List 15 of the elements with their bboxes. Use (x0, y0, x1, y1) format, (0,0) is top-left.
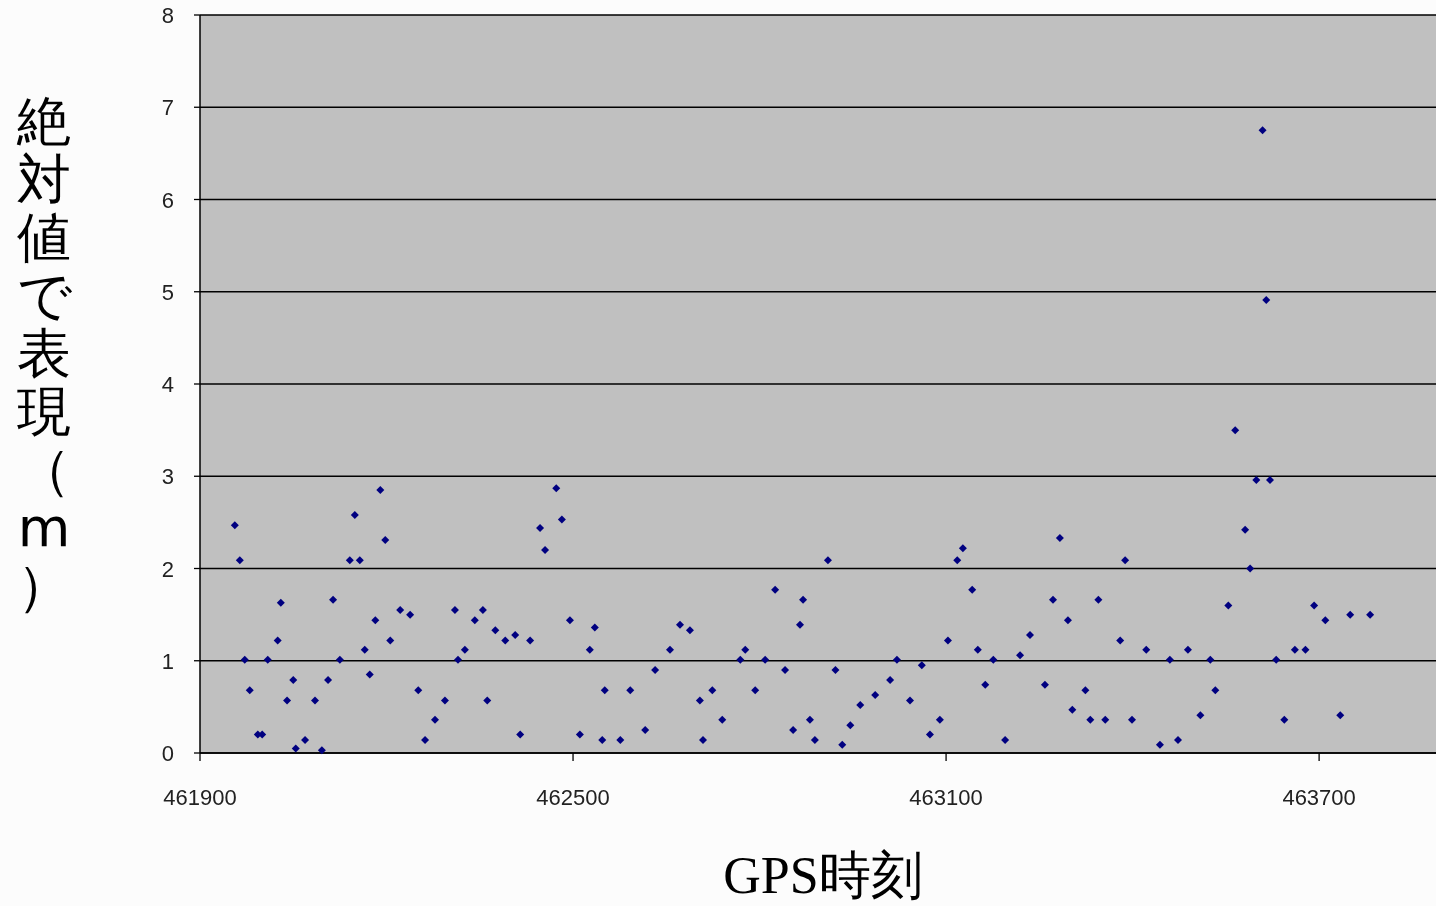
x-tick-label: 461900 (163, 785, 237, 810)
y-tick-label: 3 (161, 464, 174, 490)
x-tick-label: 463700 (1282, 785, 1356, 810)
text: 絶対値で表現（m） (16, 90, 72, 617)
y-tick-label: 1 (161, 648, 174, 674)
y-tick-label: 5 (161, 279, 174, 305)
y-tick-label: 7 (161, 95, 174, 121)
x-axis-title: GPS時刻 (723, 847, 923, 904)
y-tick-label: 2 (161, 556, 174, 582)
y-tick-label: 4 (161, 372, 174, 397)
x-tick-label: 463100 (909, 785, 983, 810)
y-tick-label: 6 (161, 187, 174, 213)
y-tick-label: 8 (161, 3, 174, 28)
x-tick-label: 462500 (536, 785, 610, 810)
y-tick-label: 0 (161, 741, 174, 766)
